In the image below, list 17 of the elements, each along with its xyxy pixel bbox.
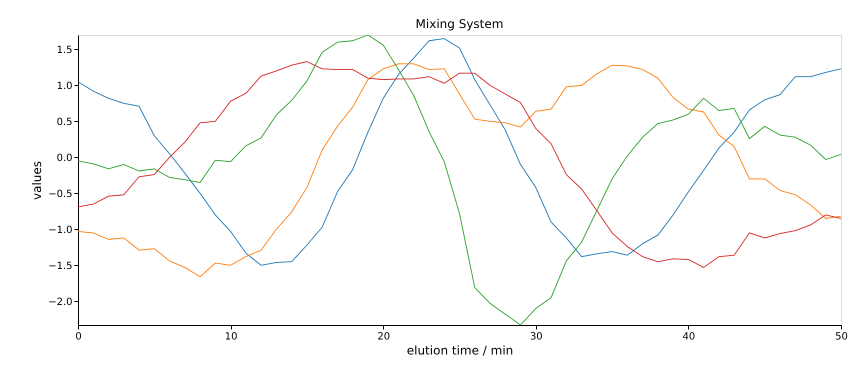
y-tick-label: 0.5 (56, 116, 72, 128)
y-tick-label: 1.5 (56, 44, 72, 56)
y-tick-label: 0.0 (56, 152, 72, 164)
x-tick-label: 20 (377, 332, 390, 342)
x-tick-label: 50 (835, 332, 848, 342)
x-tick-label: 30 (530, 332, 543, 342)
y-tick-label: −0.5 (48, 188, 72, 200)
chart-title: Mixing System (416, 17, 504, 31)
y-tick-label: 1.0 (56, 80, 72, 92)
x-tick-label: 0 (75, 332, 82, 342)
y-tick-label: −2.0 (48, 296, 72, 308)
x-axis-title: elution time / min (406, 344, 514, 358)
x-tick-label: 10 (224, 332, 238, 342)
x-tick-label: 40 (682, 332, 696, 342)
y-axis-title: values (30, 160, 44, 200)
y-tick-label: −1.0 (48, 224, 72, 236)
y-tick-label: −1.5 (48, 260, 72, 272)
